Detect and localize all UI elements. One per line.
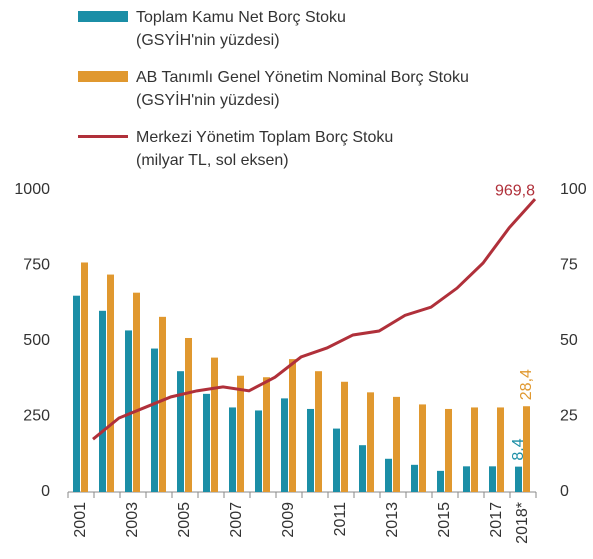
bar [471,407,478,492]
y2-tick-label: 75 [560,257,578,274]
bar [73,295,80,492]
legend-item: Merkezi Yönetim Toplam Borç Stoku (milya… [78,126,393,172]
bar [159,316,166,492]
bar [515,466,522,492]
x-tick-label: 2018* [514,502,531,544]
data-label: 28,4 [518,369,535,400]
bar [393,396,400,492]
bar [385,458,392,492]
bar [151,348,158,492]
legend-label: Toplam Kamu Net Borç Stoku (GSYİH'nin yü… [136,9,346,49]
x-tick-label: 2015 [436,502,453,538]
bar [489,466,496,492]
bar [315,371,322,492]
bar [211,357,218,492]
x-tick-label: 2017 [488,502,505,538]
bar [185,337,192,492]
x-tick-label: 2011 [332,502,349,537]
data-label: 8,4 [510,438,527,460]
x-tick-label: 2013 [384,502,401,538]
y2-tick-label: 0 [560,483,569,500]
bar [229,407,236,492]
legend-swatch [78,135,128,138]
bar [177,371,184,492]
bar [133,292,140,492]
x-tick-label: 2009 [280,502,297,538]
bar [419,404,426,492]
bar [263,377,270,492]
y-tick-label: 500 [23,332,50,349]
bar [367,392,374,492]
bar [497,407,504,492]
y-tick-label: 250 [23,408,50,425]
line [92,198,537,441]
legend-label: AB Tanımlı Genel Yönetim Nominal Borç St… [136,69,469,109]
legend-swatch [78,11,128,22]
bar [445,408,452,492]
legend-item: Toplam Kamu Net Borç Stoku (GSYİH'nin yü… [78,6,346,52]
x-tick-label: 2005 [176,502,193,538]
x-tick-label: 2003 [124,502,141,538]
bar [281,398,288,492]
bar [341,381,348,492]
bar [289,359,296,492]
bar [203,393,210,492]
bar [255,410,262,492]
bar [523,406,530,492]
legend-label: Merkezi Yönetim Toplam Borç Stoku (milya… [136,129,394,169]
y-tick-label: 0 [41,483,50,500]
bar [411,464,418,492]
legend-item: AB Tanımlı Genel Yönetim Nominal Borç St… [78,66,469,112]
y2-tick-label: 50 [560,332,578,349]
bar [307,408,314,492]
bar [81,262,88,492]
data-label: 969,8 [495,182,535,199]
bar [125,330,132,492]
bar [359,445,366,492]
bar [463,466,470,492]
y-tick-label: 1000 [14,181,50,198]
x-tick-label: 2007 [228,502,245,538]
bar [333,428,340,492]
bar [237,375,244,492]
bar [107,274,114,492]
bar [437,470,444,492]
x-tick-label: 2001 [72,502,89,538]
bar [99,310,106,492]
y-tick-label: 750 [23,257,50,274]
legend-swatch [78,71,128,82]
y2-tick-label: 25 [560,408,578,425]
y2-tick-label: 100 [560,181,587,198]
